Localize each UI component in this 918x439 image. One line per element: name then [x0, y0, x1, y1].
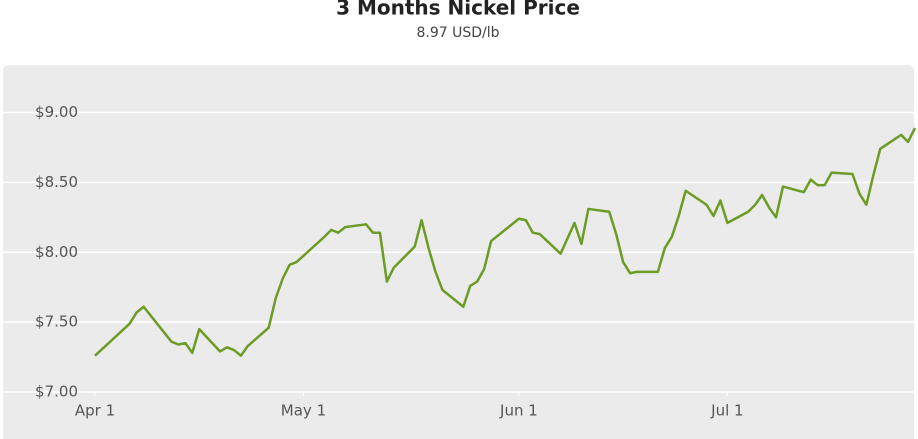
chart-subtitle: 8.97 USD/lb: [416, 25, 499, 41]
y-tick-label: $9.00: [35, 103, 78, 121]
price-line: [94, 127, 917, 357]
y-tick-label: $7.00: [35, 383, 78, 401]
x-tick-label: Apr 1: [75, 402, 115, 420]
y-tick-label: $8.50: [35, 173, 78, 191]
x-tick-label: Jul 1: [710, 402, 743, 420]
chart-title: 3 Months Nickel Price: [336, 0, 580, 20]
y-tick-label: $8.00: [35, 243, 78, 261]
x-tick-label: May 1: [281, 402, 326, 420]
x-tick-label: Jun 1: [499, 402, 538, 420]
y-tick-label: $7.50: [35, 313, 78, 331]
